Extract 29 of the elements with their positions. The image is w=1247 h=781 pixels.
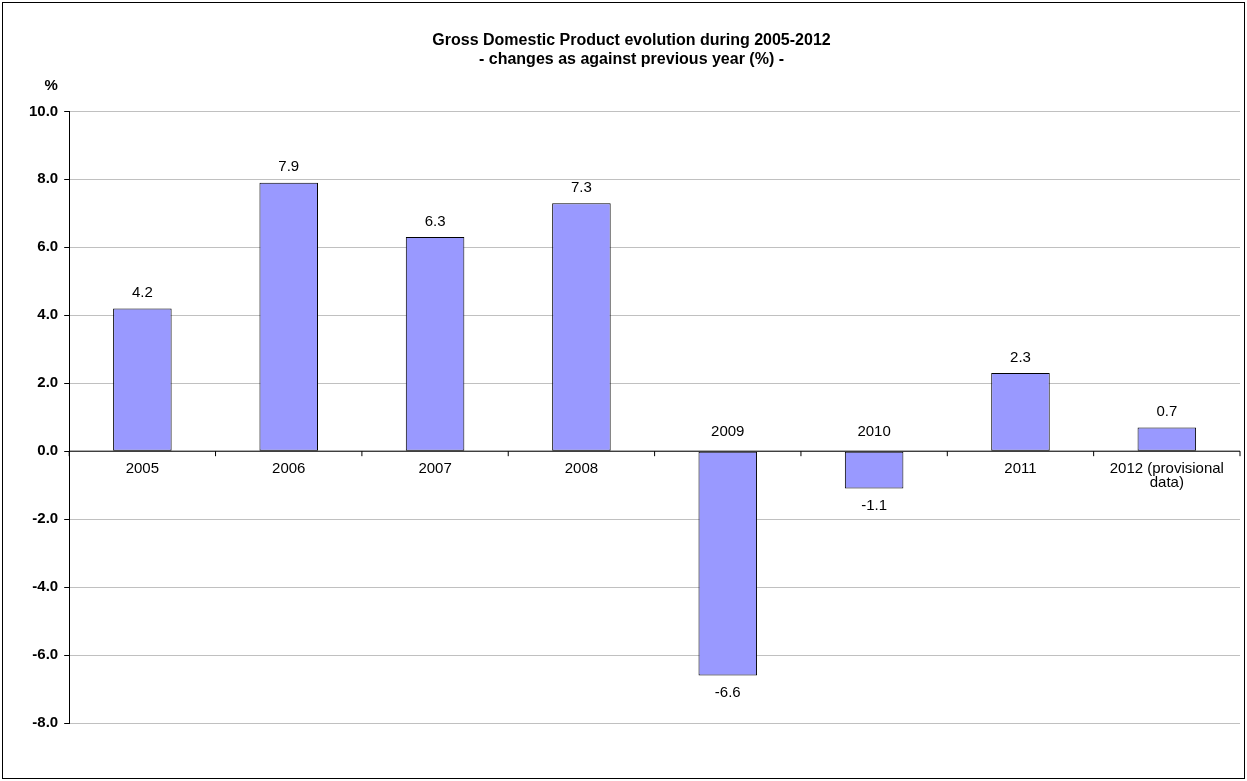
x-tick-label: 2005 (125, 458, 160, 476)
y-tick-label: 4.0 (37, 305, 59, 323)
y-tick-label: -6.0 (32, 645, 59, 663)
y-axis-title: % (44, 76, 58, 94)
y-tick-label: -8.0 (32, 713, 59, 731)
x-tick-label: 2010 (857, 421, 891, 439)
data-label: 4.2 (131, 283, 153, 301)
data-label: 2.3 (1010, 347, 1031, 365)
data-label: 7.3 (570, 177, 592, 195)
y-tick-label: 2.0 (37, 373, 59, 391)
y-tick-label: 6.0 (37, 237, 59, 255)
data-label: -6.6 (714, 683, 741, 701)
data-label: 7.9 (278, 157, 300, 175)
x-tick-label: 2012 (provisional data) (1109, 458, 1224, 490)
x-tick-label: 2011 (1004, 458, 1037, 476)
y-tick-label: -4.0 (32, 577, 59, 595)
y-tick-label: 0.0 (37, 441, 59, 459)
x-tick-label: 2006 (272, 458, 306, 476)
x-tick-label: 2008 (564, 458, 599, 476)
chart-title: Gross Domestic Product evolution during 2005-2012 (432, 31, 831, 49)
x-tick-label: 2009 (711, 421, 745, 439)
data-label: 0.7 (1156, 402, 1178, 420)
x-tick-label: 2007 (418, 458, 452, 476)
data-label: -1.1 (861, 496, 888, 514)
chart-subtitle: - changes as against previous year (%) - (479, 50, 784, 68)
y-tick-label: 10.0 (28, 101, 59, 119)
y-tick-label: -2.0 (32, 509, 59, 527)
data-label: 6.3 (424, 211, 446, 229)
y-tick-label: 8.0 (37, 169, 59, 187)
